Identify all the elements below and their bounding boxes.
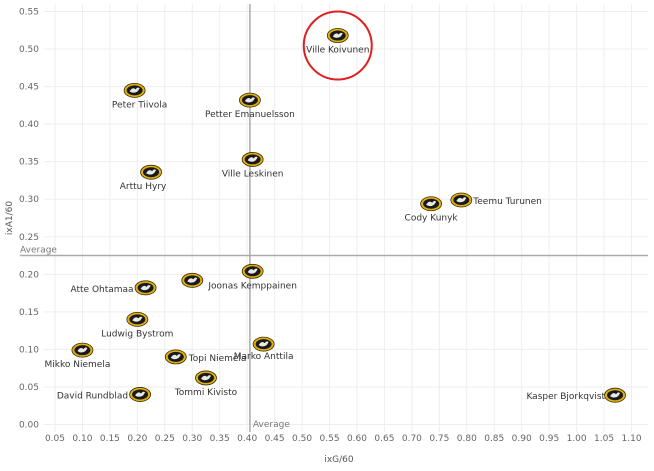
marker-emblem xyxy=(170,354,181,360)
data-point xyxy=(252,336,275,352)
y-tick-label: 0.40 xyxy=(19,120,39,130)
reference-lines: Average Average xyxy=(20,4,648,432)
x-tick-label: 0.25 xyxy=(155,434,175,444)
x-tick-label: 0.90 xyxy=(512,434,532,444)
data-point xyxy=(326,28,349,43)
data-point xyxy=(604,387,626,403)
data-point xyxy=(126,311,149,327)
y-tick-label: 0.00 xyxy=(19,420,39,430)
y-tick-label: 0.50 xyxy=(19,45,39,55)
marker-emblem xyxy=(140,285,151,291)
data-point xyxy=(420,196,443,212)
x-tick-label: 0.95 xyxy=(539,434,559,444)
point-label: Mikko Niemela xyxy=(45,360,111,370)
marker-emblem xyxy=(129,87,140,93)
data-point xyxy=(164,349,187,365)
marker-emblem xyxy=(244,97,255,103)
highlight-circle xyxy=(302,10,373,81)
x-axis-title: ixG/60 xyxy=(324,455,354,465)
y-tick-label: 0.25 xyxy=(19,233,39,243)
marker-emblem xyxy=(200,375,211,381)
marker-emblem xyxy=(135,391,146,397)
marker-emblem xyxy=(610,392,621,398)
y-axis-title: ixA1/60 xyxy=(5,201,15,235)
point-label: Petter Emanuelsson xyxy=(205,110,295,120)
marker-emblem xyxy=(132,316,143,322)
y-tick-label: 0.15 xyxy=(19,308,39,318)
data-point xyxy=(239,92,261,108)
point-label: Ville Koivunen xyxy=(306,46,369,56)
x-tick-label: 1.05 xyxy=(594,434,614,444)
marker-emblem xyxy=(77,347,88,353)
y-tick-label: 0.20 xyxy=(19,270,39,280)
marker-emblem xyxy=(258,341,269,347)
point-label: Peter Tiivola xyxy=(112,100,167,110)
point-label: Cody Kunyk xyxy=(405,214,459,224)
marker-emblem xyxy=(332,32,343,38)
x-tick-label: 0.50 xyxy=(292,434,312,444)
data-point xyxy=(241,263,264,279)
x-tick-label: 0.65 xyxy=(374,434,394,444)
x-average-label: Average xyxy=(253,420,290,430)
marker-emblem xyxy=(187,277,198,283)
x-tick-label: 1.00 xyxy=(567,434,587,444)
data-point xyxy=(129,387,151,402)
y-average-label: Average xyxy=(20,246,57,256)
point-label: Ludwig Bystrom xyxy=(101,329,173,339)
x-tick-label: 0.55 xyxy=(320,434,340,444)
point-label: Joonas Kemppainen xyxy=(207,281,297,291)
y-tick-label: 0.30 xyxy=(19,195,39,205)
data-point xyxy=(71,342,94,358)
marker-emblem xyxy=(426,200,437,207)
point-label: Tommi Kivisto xyxy=(174,388,238,398)
point-labels: Ville Koivunen Peter Tiivola Petter Emanue… xyxy=(45,46,606,403)
x-tick-label: 0.05 xyxy=(45,434,65,444)
point-label: Marko Anttila xyxy=(234,352,294,362)
y-axis-ticks: 0.00 0.05 0.10 0.15 0.20 0.25 0.30 0.35 0.40 0.45… xyxy=(19,8,39,431)
data-points xyxy=(71,10,626,403)
data-point xyxy=(195,370,217,386)
data-point xyxy=(134,280,157,296)
y-tick-label: 0.05 xyxy=(19,383,39,393)
grid-lines xyxy=(44,4,648,432)
x-tick-label: 0.80 xyxy=(457,434,477,444)
data-point xyxy=(241,152,264,167)
x-tick-label: 0.35 xyxy=(210,434,230,444)
data-point xyxy=(181,272,204,288)
point-label: Kasper Bjorkqvist xyxy=(526,392,605,402)
x-tick-label: 0.40 xyxy=(237,434,257,444)
x-tick-label: 0.85 xyxy=(484,434,504,444)
x-tick-label: 0.20 xyxy=(127,434,147,444)
point-label: David Rundblad xyxy=(57,391,128,401)
x-tick-label: 0.60 xyxy=(347,434,367,444)
y-tick-label: 0.55 xyxy=(19,8,39,18)
x-tick-label: 1.10 xyxy=(622,434,642,444)
point-label: Teemu Turunen xyxy=(472,197,542,207)
point-label: Ville Leskinen xyxy=(222,169,284,179)
data-point xyxy=(450,192,473,208)
y-tick-label: 0.10 xyxy=(19,345,39,355)
x-tick-label: 0.45 xyxy=(265,434,285,444)
data-point xyxy=(123,82,146,98)
y-tick-label: 0.35 xyxy=(19,158,39,168)
y-tick-label: 0.45 xyxy=(19,83,39,93)
point-label: Arttu Hyry xyxy=(120,182,167,192)
marker-emblem xyxy=(456,197,467,203)
marker-emblem xyxy=(247,268,258,274)
x-tick-label: 0.75 xyxy=(429,434,449,444)
marker-emblem xyxy=(146,169,157,175)
x-tick-label: 0.70 xyxy=(402,434,422,444)
x-tick-label: 0.15 xyxy=(100,434,120,444)
data-point xyxy=(140,164,162,180)
point-label: Topi Niemela xyxy=(188,354,247,364)
x-tick-label: 0.10 xyxy=(72,434,92,444)
x-tick-label: 0.30 xyxy=(182,434,202,444)
point-label: Atte Ohtamaa xyxy=(70,285,133,295)
x-axis-ticks: 0.05 0.10 0.15 0.20 0.25 0.30 0.35 0.40 0.45 0.50… xyxy=(45,434,642,444)
marker-emblem xyxy=(247,156,258,162)
